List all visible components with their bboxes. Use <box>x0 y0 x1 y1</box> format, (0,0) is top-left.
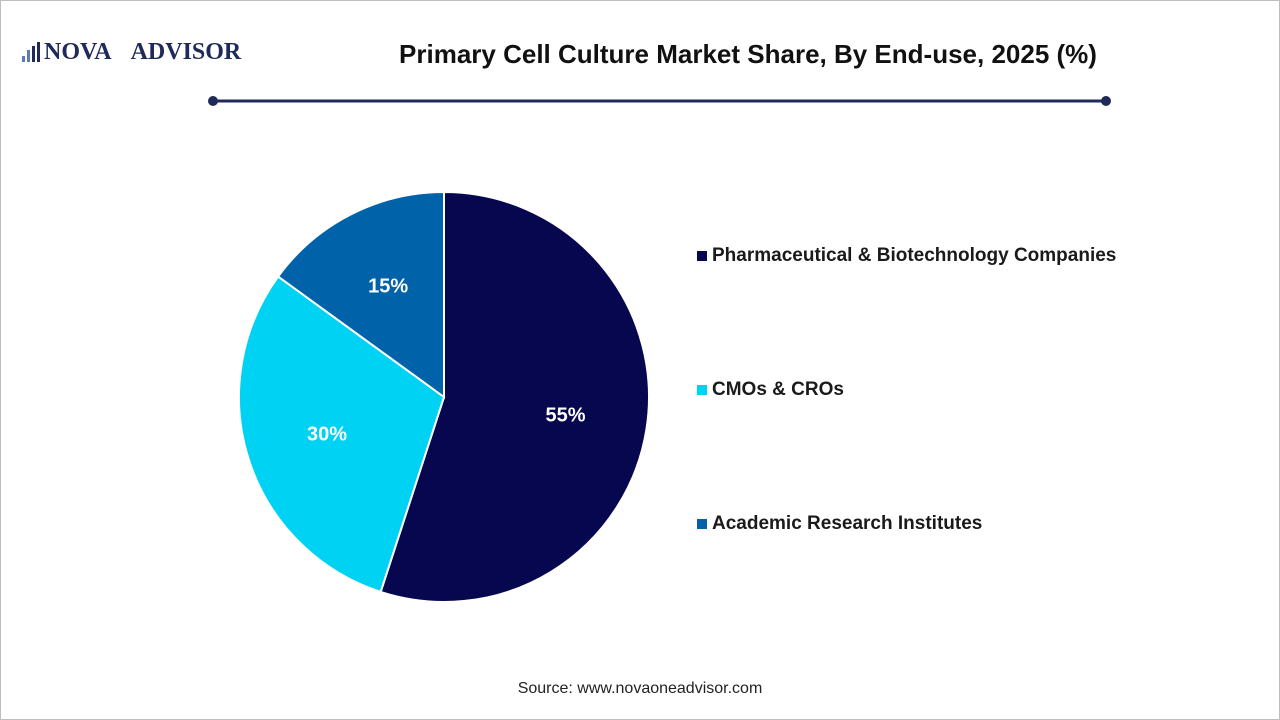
pie-slice <box>379 190 650 603</box>
logo-bar <box>32 46 35 62</box>
chart-title: Primary Cell Culture Market Share, By En… <box>399 39 1097 69</box>
logo-text: NOVA 1 ADVISOR <box>44 39 242 65</box>
value-label: 15% <box>368 276 408 298</box>
source: Source: www.novaoneadvisor.com <box>518 680 763 697</box>
legend-swatch <box>697 251 707 261</box>
legend-label: Academic Research Institutes <box>712 513 982 534</box>
value-label: 30% <box>307 423 347 445</box>
logo-bar <box>27 50 30 62</box>
pie: 55% 30% 15% <box>238 190 650 603</box>
logo-part: 1 <box>115 39 127 65</box>
logo-bar <box>22 56 25 62</box>
legend-swatch <box>697 385 707 395</box>
legend: Pharmaceutical & Biotechnology Companies… <box>697 245 1116 534</box>
legend-label: Pharmaceutical & Biotechnology Companies <box>712 245 1116 266</box>
legend-swatch <box>697 519 707 529</box>
logo: NOVA 1 ADVISOR <box>22 39 242 65</box>
logo-part: ADVISOR <box>131 39 242 65</box>
pie-slice <box>238 275 446 594</box>
legend-label: CMOs & CROs <box>712 379 844 400</box>
logo-bar <box>37 42 40 62</box>
rule-dot <box>1101 96 1111 106</box>
value-label: 55% <box>545 405 585 427</box>
logo-part: NOVA <box>44 39 112 65</box>
rule-dot <box>208 96 218 106</box>
pie-slice <box>276 190 445 399</box>
